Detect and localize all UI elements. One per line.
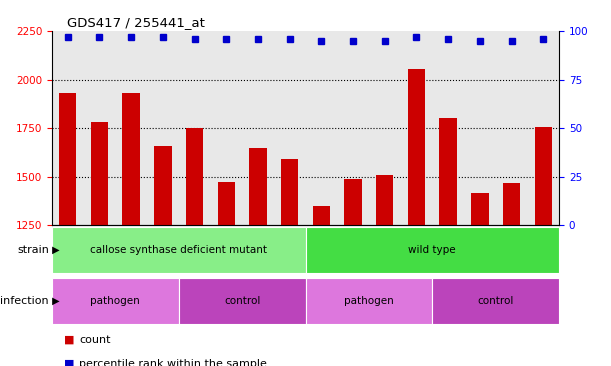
Text: pathogen: pathogen [90,296,140,306]
Text: ■: ■ [64,335,75,345]
Text: control: control [224,296,260,306]
Bar [154,146,172,366]
Bar [52,227,306,273]
Bar [433,278,559,324]
Bar [503,183,520,366]
Text: pathogen: pathogen [344,296,393,306]
Bar [218,182,235,366]
Text: ■: ■ [64,359,75,366]
Bar [249,149,266,366]
Bar [439,119,457,366]
Bar [186,128,203,366]
Text: ▶: ▶ [49,245,59,255]
Bar [306,227,559,273]
Text: percentile rank within the sample: percentile rank within the sample [79,359,267,366]
Text: callose synthase deficient mutant: callose synthase deficient mutant [90,245,267,255]
Bar [376,175,393,366]
Text: count: count [79,335,111,345]
Bar [52,278,179,324]
Text: infection: infection [0,296,49,306]
Text: control: control [477,296,514,306]
Bar [59,93,76,366]
Text: strain: strain [17,245,49,255]
Bar [122,93,140,366]
Text: GDS417 / 255441_at: GDS417 / 255441_at [67,15,205,29]
Bar [91,122,108,366]
Bar [281,159,298,366]
Text: ▶: ▶ [49,296,59,306]
Bar [306,278,433,324]
Bar [471,193,489,366]
Bar [408,69,425,366]
Bar [313,206,330,366]
Bar [345,179,362,366]
Bar [179,278,306,324]
Text: wild type: wild type [409,245,456,255]
Bar [535,127,552,366]
